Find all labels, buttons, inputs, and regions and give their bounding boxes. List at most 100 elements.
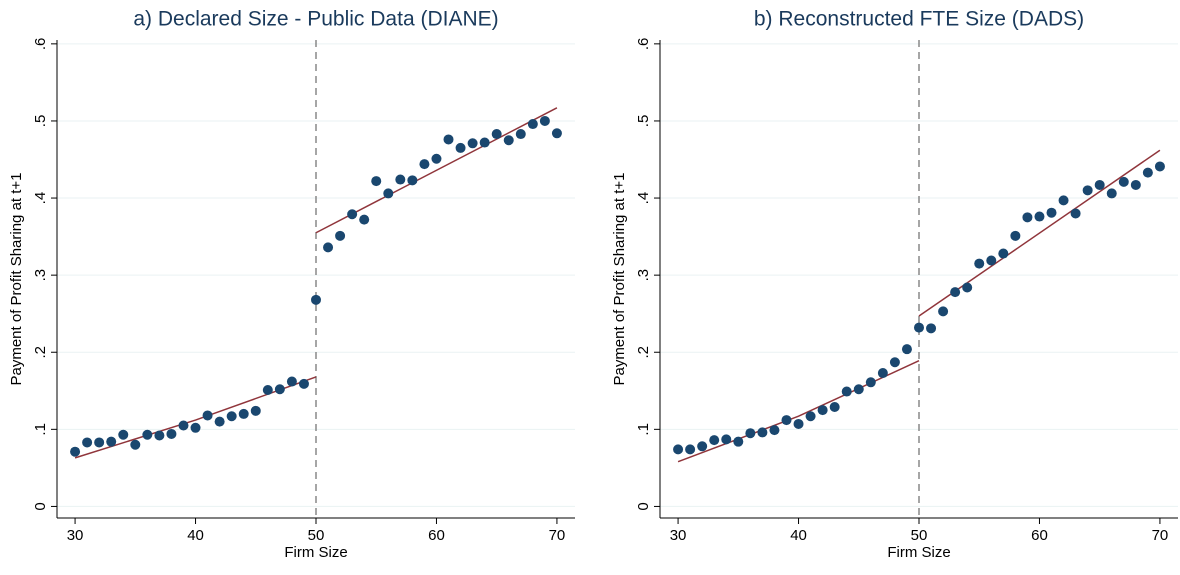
point (986, 255, 997, 266)
point (1118, 176, 1129, 187)
point (190, 422, 201, 433)
y-tick-label: .5 (32, 115, 49, 128)
y-tick-label: .1 (32, 423, 49, 436)
point (853, 384, 864, 395)
y-tick-label: .3 (635, 269, 652, 282)
point (491, 129, 502, 140)
point (721, 434, 732, 445)
y-tick-label: 0 (635, 502, 652, 510)
point (178, 420, 189, 431)
y-axis-label: Payment of Profit Sharing at t+1 (8, 172, 25, 385)
y-tick-label: .4 (32, 192, 49, 205)
point (1154, 161, 1165, 172)
y-tick-label: .1 (635, 423, 652, 436)
y-tick-label: 0 (32, 502, 49, 510)
point (673, 444, 684, 455)
point (817, 405, 828, 416)
point (1106, 188, 1117, 199)
point (70, 446, 81, 457)
point (395, 174, 406, 185)
point (335, 230, 346, 241)
point (407, 175, 418, 186)
x-tick-label: 40 (790, 527, 807, 544)
point (757, 427, 768, 438)
point (901, 344, 912, 355)
x-axis-label: Firm Size (887, 544, 950, 561)
point (914, 322, 924, 333)
point (527, 119, 538, 130)
point (226, 411, 237, 422)
point (250, 405, 261, 416)
point (829, 401, 840, 412)
point (166, 428, 177, 439)
x-tick-label: 30 (67, 527, 84, 544)
point (359, 214, 370, 225)
y-tick-label: .2 (635, 346, 652, 359)
point (697, 441, 708, 452)
point (781, 415, 792, 426)
fit-line (918, 149, 1161, 317)
point (443, 134, 454, 145)
point (865, 377, 876, 388)
point (286, 376, 297, 387)
x-tick-label: 30 (670, 527, 687, 544)
point (82, 437, 93, 448)
point (1082, 185, 1093, 196)
point (1130, 179, 1141, 190)
point (94, 437, 105, 448)
y-tick-label: .6 (32, 38, 49, 51)
y-tick-label: .3 (32, 269, 49, 282)
point (841, 386, 852, 397)
x-tick-label: 70 (549, 527, 566, 544)
point (1022, 212, 1033, 223)
x-tick-label: 70 (1152, 527, 1169, 544)
x-tick-label: 60 (1031, 527, 1048, 544)
point (950, 287, 961, 298)
x-tick-label: 50 (308, 527, 325, 544)
point (974, 258, 985, 269)
point (793, 418, 804, 429)
point (551, 128, 562, 139)
point (371, 176, 382, 187)
x-axis-label: Firm Size (284, 544, 347, 561)
point (877, 368, 888, 379)
point (1094, 179, 1105, 190)
point (311, 294, 321, 305)
point (515, 129, 526, 140)
point (998, 248, 1009, 259)
x-tick-label: 60 (428, 527, 445, 544)
point (1034, 211, 1045, 222)
y-tick-label: .6 (635, 38, 652, 51)
point (431, 153, 442, 164)
point (1058, 195, 1069, 206)
point (938, 306, 949, 317)
point (154, 430, 165, 441)
fit-line (677, 360, 920, 463)
point (1046, 207, 1057, 218)
point (298, 378, 309, 389)
point (733, 436, 744, 447)
point (118, 429, 129, 440)
y-axis-label: Payment of Profit Sharing at t+1 (611, 172, 628, 385)
point (274, 384, 285, 395)
point (262, 385, 273, 396)
point (142, 429, 153, 440)
point (383, 188, 394, 199)
point (202, 410, 213, 421)
point (685, 444, 696, 455)
point (467, 138, 478, 149)
point (479, 137, 490, 148)
point (1142, 167, 1153, 178)
point (745, 428, 756, 439)
point (106, 436, 117, 447)
point (889, 357, 900, 368)
x-tick-label: 50 (911, 527, 928, 544)
y-tick-label: .2 (32, 346, 49, 359)
point (455, 142, 466, 153)
point (962, 282, 973, 293)
point (503, 135, 514, 146)
y-tick-label: .5 (635, 115, 652, 128)
chart-title: b) Reconstructed FTE Size (DADS) (754, 8, 1084, 31)
point (323, 242, 334, 253)
